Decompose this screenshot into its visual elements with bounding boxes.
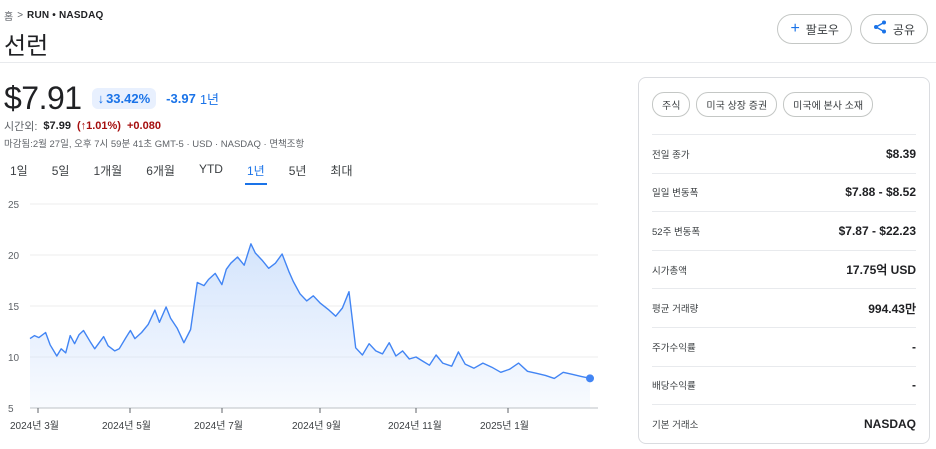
stat-value: $7.87 - $22.23 — [838, 223, 916, 238]
stat-row: 주가수익률 - — [652, 327, 916, 366]
follow-button[interactable]: + 팔로우 — [777, 14, 852, 44]
price-area-fill — [30, 243, 590, 408]
divider — [0, 62, 936, 63]
after-hours-info: 시간외: $7.99 (↑1.01%) +0.080 — [4, 118, 161, 134]
current-price: $7.91 — [4, 80, 82, 116]
stats-panel: 주식 미국 상장 증권 미국에 본사 소재 전일 종가 $8.39 일일 변동폭 $7.8… — [638, 77, 930, 444]
category-chip-2[interactable]: 미국에 본사 소재 — [783, 92, 874, 117]
stat-value: $8.39 — [885, 146, 916, 161]
x-tick-label: 2025년 1월 — [480, 420, 529, 432]
change-absolute: -3.97 — [166, 91, 196, 106]
x-tick-label: 2024년 7월 — [194, 420, 243, 432]
share-label: 공유 — [892, 22, 915, 37]
category-chips: 주식 미국 상장 증권 미국에 본사 소재 — [652, 92, 874, 117]
x-tick-label: 2024년 5월 — [102, 420, 151, 432]
range-tab-5[interactable]: 1년 — [245, 162, 267, 185]
breadcrumb-home-link[interactable]: 홈 — [4, 12, 14, 23]
stat-label: 시가총액 — [652, 265, 687, 277]
arrow-down-icon: ↓ — [97, 91, 105, 106]
stat-row: 일일 변동폭 $7.88 - $8.52 — [652, 172, 916, 212]
change-percent: 33.42% — [106, 91, 151, 106]
y-tick-label: 10 — [8, 353, 20, 364]
stat-row: 기본 거래소 NASDAQ — [652, 404, 916, 443]
stat-value: 994.43만 — [868, 301, 916, 316]
range-tab-4[interactable]: YTD — [198, 162, 223, 176]
stat-row: 52주 변동폭 $7.87 - $22.23 — [652, 211, 916, 250]
range-tab-2[interactable]: 1개월 — [93, 164, 123, 178]
close-info: 마감됨:2월 27일, 오후 7시 59분 41초 GMT-5 · USD · … — [4, 139, 305, 150]
plus-icon: + — [790, 20, 800, 37]
x-tick-label: 2024년 11월 — [388, 420, 442, 432]
follow-label: 팔로우 — [805, 22, 839, 37]
range-tabs: 1일 5일 1개월 6개월 YTD 1년 5년 최대 — [10, 162, 353, 185]
x-tick-label: 2024년 3월 — [10, 420, 59, 432]
stat-value: 17.75억 USD — [846, 263, 916, 278]
last-price-dot — [586, 374, 594, 383]
price-chart: 25 20 15 10 5 2024년 3월 2024년 5월 2024년 7월 2024년 9… — [0, 192, 610, 437]
action-buttons: + 팔로우 공유 — [777, 14, 928, 44]
range-tab-7[interactable]: 최대 — [330, 164, 353, 178]
after-hours-percent: (↑1.01%) — [76, 120, 121, 132]
after-hours-change: +0.080 — [126, 120, 161, 132]
x-tick-label: 2024년 9월 — [292, 420, 341, 432]
stat-label: 평균 거래량 — [652, 304, 699, 316]
price-chart-svg: 25 20 15 10 5 2024년 3월 2024년 5월 2024년 7월 2024년 9… — [8, 200, 598, 432]
range-tab-1[interactable]: 5일 — [51, 164, 70, 178]
y-tick-label: 5 — [8, 404, 14, 415]
category-chip-1[interactable]: 미국 상장 증권 — [696, 92, 778, 117]
range-tab-3[interactable]: 6개월 — [146, 164, 175, 178]
y-tick-label: 20 — [8, 251, 20, 262]
range-tab-6[interactable]: 5년 — [288, 164, 307, 178]
change-period: 1년 — [199, 92, 220, 107]
chevron-right-icon: > — [17, 10, 24, 21]
stat-row: 전일 종가 $8.39 — [652, 134, 916, 173]
stat-value: NASDAQ — [863, 416, 916, 431]
breadcrumb-ticker: RUN • NASDAQ — [27, 10, 104, 21]
range-tab-0[interactable]: 1일 — [10, 164, 28, 178]
stat-row: 시가총액 17.75억 USD — [652, 249, 916, 289]
stat-label: 전일 종가 — [652, 149, 690, 161]
page-title: 선런 — [4, 32, 49, 60]
breadcrumb: 홈 > RUN • NASDAQ — [4, 8, 104, 23]
after-hours-label: 시간외: — [4, 121, 38, 133]
y-tick-label: 25 — [8, 200, 20, 211]
category-chip-0[interactable]: 주식 — [652, 92, 691, 117]
stat-label: 주가수익률 — [652, 342, 696, 354]
after-hours-price: $7.99 — [43, 120, 71, 132]
stat-label: 52주 변동폭 — [652, 226, 701, 238]
price-row: $7.91 ↓ 33.42% -3.97 1년 — [4, 80, 219, 117]
stat-row: 평균 거래량 994.43만 — [652, 288, 916, 327]
stat-value: $7.88 - $8.52 — [845, 185, 916, 200]
stat-label: 기본 거래소 — [652, 419, 699, 431]
stat-value: - — [912, 378, 916, 393]
stat-label: 배당수익률 — [652, 381, 696, 393]
stat-label: 일일 변동폭 — [652, 188, 699, 200]
stat-row: 배당수익률 - — [652, 365, 916, 405]
stat-value: - — [912, 339, 916, 354]
price-line — [29, 243, 591, 380]
change-percent-badge: ↓ 33.42% — [91, 88, 157, 109]
share-icon — [873, 20, 887, 38]
share-button[interactable]: 공유 — [859, 14, 928, 44]
y-tick-label: 15 — [8, 302, 20, 313]
